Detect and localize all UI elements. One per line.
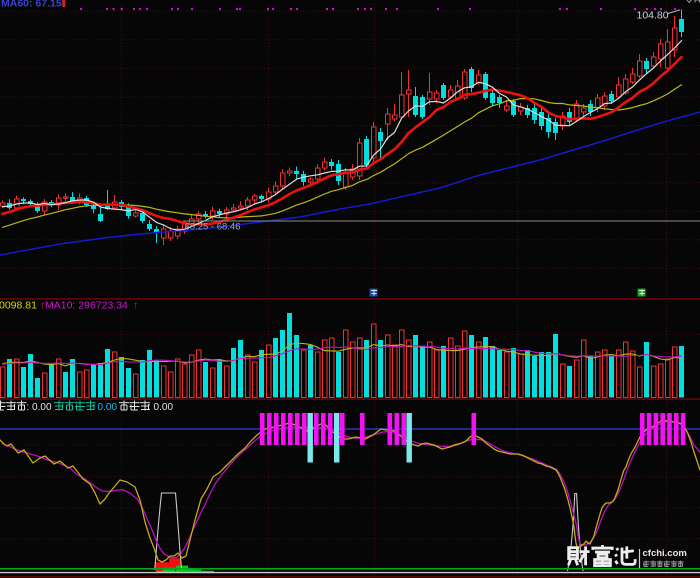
svg-text:MA10: 296723.34: MA10: 296723.34 bbox=[45, 300, 128, 312]
svg-text:68.25 - 68.46: 68.25 - 68.46 bbox=[185, 222, 241, 233]
svg-text:: 0.00: : 0.00 bbox=[92, 402, 117, 413]
svg-text:cfchi.com: cfchi.com bbox=[643, 548, 687, 559]
svg-text:104.80: 104.80 bbox=[637, 10, 669, 22]
svg-text:: 0.00: : 0.00 bbox=[27, 402, 52, 413]
svg-text:↑: ↑ bbox=[133, 300, 138, 312]
svg-text:MA60: 67.15: MA60: 67.15 bbox=[1, 0, 62, 10]
svg-text:: 0.00: : 0.00 bbox=[148, 402, 173, 413]
svg-text:↑: ↑ bbox=[40, 300, 45, 312]
svg-text:0098.81: 0098.81 bbox=[0, 300, 37, 312]
